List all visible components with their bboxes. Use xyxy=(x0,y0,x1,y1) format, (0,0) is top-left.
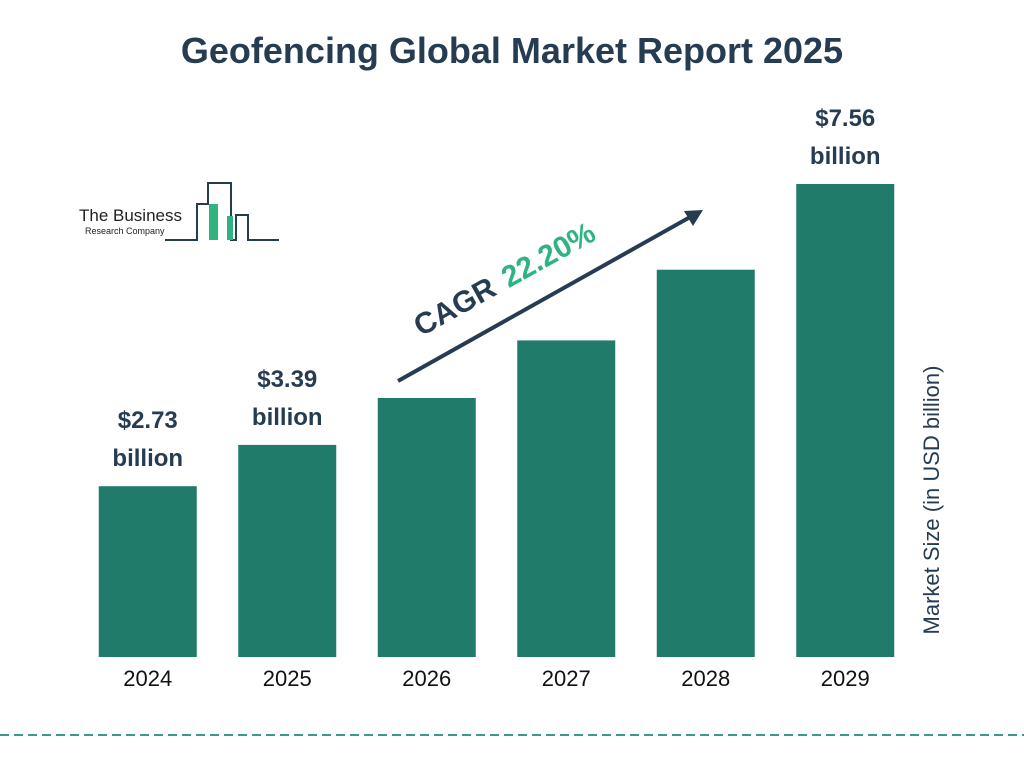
bar xyxy=(796,184,895,657)
logo-text: The Business xyxy=(79,206,182,225)
logo-mark xyxy=(165,182,279,241)
chart-title: Geofencing Global Market Report 2025 xyxy=(180,30,844,71)
x-tick-label: 2024 xyxy=(123,666,173,691)
x-tick-label: 2026 xyxy=(402,666,452,691)
x-tick-label: 2027 xyxy=(541,666,591,691)
x-tick-label: 2025 xyxy=(262,666,312,691)
cagr-arrowhead xyxy=(684,210,703,226)
bar xyxy=(656,269,755,657)
bar xyxy=(377,397,476,657)
bar xyxy=(238,444,337,657)
value-label: $7.56 billion xyxy=(809,105,881,170)
y-axis-label: Market Size (in USD billion) xyxy=(919,365,944,635)
value-label: $2.73 billion xyxy=(112,407,184,473)
bar xyxy=(98,486,197,657)
x-tick-label: 2028 xyxy=(681,666,731,691)
bar xyxy=(517,340,616,657)
x-tick-label: 2029 xyxy=(820,666,870,691)
value-label: $3.39 billion xyxy=(251,365,323,431)
logo-subtext: Research Company xyxy=(85,226,165,236)
cagr-arrow xyxy=(397,214,693,383)
